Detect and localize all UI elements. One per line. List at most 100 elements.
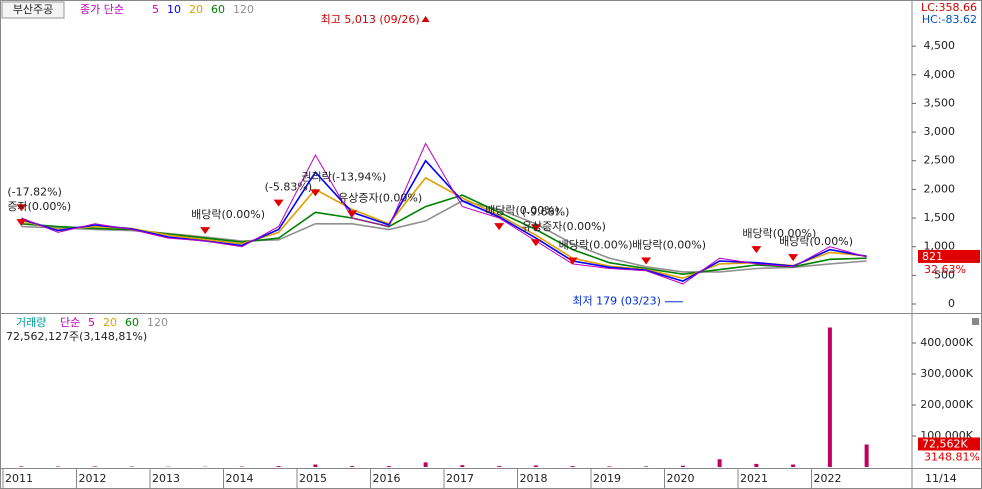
legend-entry: 60 [125, 316, 139, 329]
lc-label: LC:358.66 [921, 1, 977, 14]
last-price-badge [918, 249, 980, 263]
legend-entry: 120 [233, 3, 254, 16]
annotation-marker [567, 257, 578, 265]
legend-entry: 10 [167, 3, 181, 16]
legend-entry: 5 [152, 3, 159, 16]
annotation-marker [530, 239, 541, 247]
legend-entry: 120 [147, 316, 168, 329]
annotation-label: 배당락(0.00%) [191, 208, 265, 221]
annotation-label: 배당락(0.00%) [742, 227, 816, 240]
volume-bar [754, 463, 759, 467]
title-box[interactable] [1, 1, 65, 19]
annotation-marker [530, 224, 541, 232]
volume-bar [460, 465, 465, 467]
annotation-marker [16, 219, 27, 227]
panel-button[interactable] [972, 318, 979, 325]
legend-entry: 20 [103, 316, 117, 329]
annotation-label: 유상증자(0.00%) [522, 220, 606, 233]
annotation-label: 유상증자(0.00%) [338, 192, 422, 205]
last-price: 821 [922, 250, 943, 263]
volume-bar [680, 465, 685, 467]
x-tick-label: 2019 [593, 472, 621, 485]
volume-bar [864, 444, 869, 467]
legend-entry: 60 [211, 3, 225, 16]
last-volume: 72,562K [922, 438, 968, 451]
volume-bar [827, 327, 832, 467]
hc-label: HC:-83.62 [922, 13, 977, 26]
y-tick-label: 0 [948, 297, 955, 310]
volume-summary: 72,562,127주(3,148,81%) [6, 330, 147, 343]
x-tick-label: 2017 [446, 472, 474, 485]
chart-title: 부산주공 [13, 3, 53, 16]
volume-bar [313, 464, 318, 467]
annotation-label: 배당락(0.00%) [485, 204, 559, 217]
volume-bar [423, 462, 428, 467]
annotation-label: (-5.83%) [265, 181, 313, 194]
y-tick-label: 1,500 [924, 211, 956, 224]
volume-bar [92, 466, 97, 467]
x-tick-label: 2020 [667, 472, 695, 485]
annotation-marker [641, 257, 652, 265]
volume-bar [717, 459, 722, 467]
legend-entry: 5 [88, 316, 95, 329]
x-tick-label: 2018 [520, 472, 548, 485]
high-arrowhead [421, 16, 430, 22]
annotation-marker [494, 223, 505, 231]
low-label: 최저 179 (03/23) [572, 295, 661, 308]
annotation-marker [751, 246, 762, 254]
volume-bar [644, 466, 649, 467]
x-tick-label: 2022 [814, 472, 842, 485]
volume-title: 거래량 [16, 316, 46, 329]
high-label: 최고 5,013 (09/26) [321, 13, 420, 26]
volume-bar [497, 466, 502, 467]
price-line [21, 176, 867, 280]
annotation-marker [273, 199, 284, 207]
last-volume-change: 3148.81% [924, 451, 980, 464]
last-change: 32.63% [924, 263, 966, 276]
y-tick-label: 500 [934, 268, 955, 281]
x-tick-label: 2014 [226, 472, 254, 485]
x-tick-label: 2011 [5, 472, 33, 485]
annotation-marker [788, 254, 799, 262]
annotation-label: 배당락(0.00%) [779, 235, 853, 248]
x-tick-label: 2012 [79, 472, 107, 485]
price-line [21, 142, 867, 285]
x-tick-label: 2013 [152, 472, 180, 485]
y-tick-label: 3,500 [924, 96, 956, 109]
annotation-marker [16, 204, 27, 212]
annotation-marker [310, 189, 321, 197]
y-tick-label: 300,000K [920, 367, 973, 380]
x-tick-label: 2015 [299, 472, 327, 485]
volume-bar [607, 466, 612, 467]
x-tick-label: 2021 [740, 472, 768, 485]
annotation-label: (-17.82%) [7, 185, 62, 198]
volume-bar [570, 466, 575, 467]
y-tick-label: 4,500 [924, 39, 956, 52]
volume-bar [533, 465, 538, 467]
annotation-marker [200, 227, 211, 235]
y-tick-label: 2,500 [924, 154, 956, 167]
legend-entry: 20 [189, 3, 203, 16]
annotation-label: (-9.68%) [522, 205, 570, 218]
volume-bar [386, 466, 391, 467]
annotation-marker [347, 210, 358, 218]
annotation-label: 권리락(-13,94%) [301, 170, 386, 183]
y-tick-label: 200,000K [920, 398, 973, 411]
volume-bar [350, 466, 355, 467]
volume-bar [276, 466, 281, 467]
last-volume-badge [918, 437, 980, 451]
annotation-label: 배당락(0.00%) [559, 239, 633, 252]
y-tick-label: 4,000 [924, 68, 956, 81]
volume-bar [791, 464, 796, 467]
y-tick-label: 2,000 [924, 182, 956, 195]
price-line [21, 159, 867, 282]
y-tick-label: 3,000 [924, 125, 956, 138]
x-tick-label: 2016 [373, 472, 401, 485]
annotation-label: 배당락(0.00%) [632, 239, 706, 252]
volume-legend-label: 단순 [60, 316, 80, 329]
price-legend-label: 종가 단순 [80, 3, 124, 16]
y-tick-label: 400,000K [920, 336, 973, 349]
x-end-label: 11/14 [925, 472, 957, 485]
